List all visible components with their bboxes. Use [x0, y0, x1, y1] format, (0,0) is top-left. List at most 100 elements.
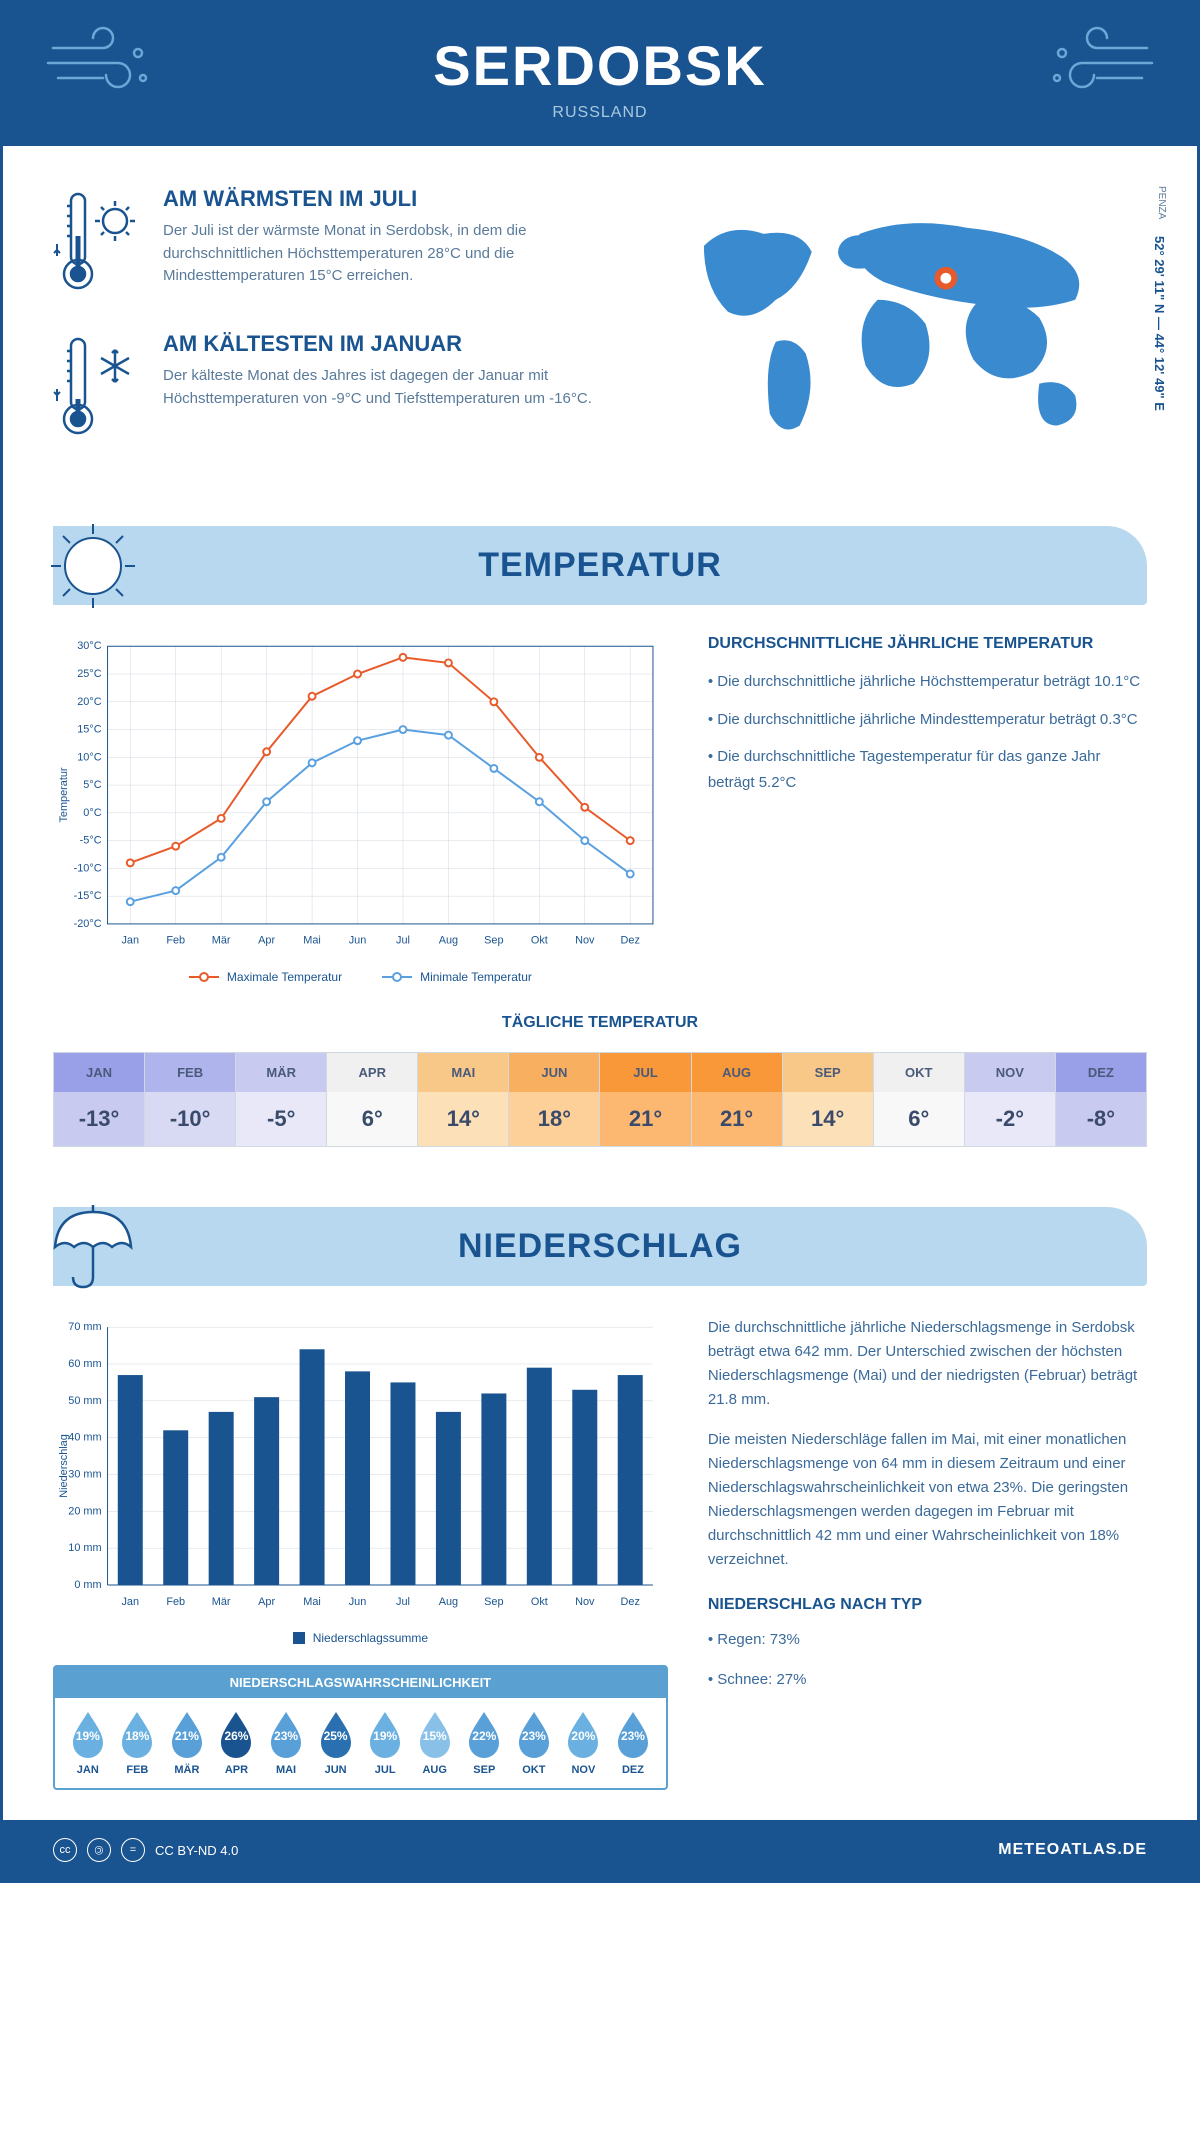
- prob-value: 19%: [76, 1729, 100, 1743]
- svg-text:Okt: Okt: [531, 1596, 548, 1608]
- coordinates: 52° 29' 11" N — 44° 12' 49" E: [1152, 236, 1167, 411]
- prob-month: MÄR: [162, 1764, 212, 1776]
- prob-cell: 23% OKT: [509, 1710, 559, 1776]
- temp-cell: APR 6°: [327, 1053, 418, 1146]
- svg-text:Okt: Okt: [531, 935, 548, 947]
- svg-text:15°C: 15°C: [77, 724, 101, 736]
- svg-text:20 mm: 20 mm: [68, 1505, 101, 1517]
- svg-text:Jun: Jun: [349, 935, 367, 947]
- temp-cell: FEB -10°: [145, 1053, 236, 1146]
- prob-value: 26%: [224, 1729, 248, 1743]
- svg-text:-20°C: -20°C: [74, 918, 102, 930]
- fact-warm-title: AM WÄRMSTEN IM JULI: [163, 186, 628, 212]
- svg-text:Dez: Dez: [621, 1596, 640, 1608]
- svg-text:Jul: Jul: [396, 935, 410, 947]
- chart-legend: Maximale Temperatur Minimale Temperatur: [53, 970, 668, 984]
- temp-cell-month: MÄR: [236, 1053, 326, 1092]
- svg-text:0°C: 0°C: [83, 807, 101, 819]
- precipitation-probability-box: NIEDERSCHLAGSWAHRSCHEINLICHKEIT 19% JAN …: [53, 1665, 668, 1790]
- fact-cold-text: Der kälteste Monat des Jahres ist dagege…: [163, 365, 628, 410]
- temp-cell-value: 6°: [874, 1092, 964, 1146]
- svg-text:Jan: Jan: [121, 1596, 139, 1608]
- svg-text:Nov: Nov: [575, 935, 595, 947]
- svg-text:-15°C: -15°C: [74, 890, 102, 902]
- temp-bullet: • Die durchschnittliche Tagestemperatur …: [708, 744, 1147, 795]
- svg-text:10°C: 10°C: [77, 751, 101, 763]
- prob-cell: 23% DEZ: [608, 1710, 658, 1776]
- fact-cold-title: AM KÄLTESTEN IM JANUAR: [163, 331, 628, 357]
- sun-icon: [43, 516, 143, 621]
- umbrella-icon: [43, 1197, 143, 1302]
- legend-min-label: Minimale Temperatur: [420, 970, 532, 984]
- prob-value: 22%: [472, 1729, 496, 1743]
- raindrop-icon: 19%: [366, 1710, 404, 1758]
- svg-text:60 mm: 60 mm: [68, 1358, 101, 1370]
- svg-text:Mär: Mär: [212, 935, 231, 947]
- svg-text:Mär: Mär: [212, 1596, 231, 1608]
- temp-cell-value: -10°: [145, 1092, 235, 1146]
- svg-text:Jan: Jan: [121, 935, 139, 947]
- prob-value: 23%: [621, 1729, 645, 1743]
- precip-paragraph: Die durchschnittliche jährliche Niedersc…: [708, 1316, 1147, 1412]
- svg-text:Nov: Nov: [575, 1596, 595, 1608]
- svg-text:70 mm: 70 mm: [68, 1321, 101, 1333]
- raindrop-icon: 23%: [515, 1710, 553, 1758]
- prob-month: SEP: [460, 1764, 510, 1776]
- precip-type: • Schnee: 27%: [708, 1668, 1147, 1692]
- cc-icon: cc: [53, 1838, 77, 1862]
- prob-month: NOV: [559, 1764, 609, 1776]
- prob-value: 21%: [175, 1729, 199, 1743]
- temp-cell: SEP 14°: [783, 1053, 874, 1146]
- temp-cell: JUN 18°: [509, 1053, 600, 1146]
- prob-cell: 21% MÄR: [162, 1710, 212, 1776]
- raindrop-icon: 21%: [168, 1710, 206, 1758]
- temp-cell: AUG 21°: [692, 1053, 783, 1146]
- prob-cell: 15% AUG: [410, 1710, 460, 1776]
- svg-text:Sep: Sep: [484, 1596, 503, 1608]
- section-header-temperature: TEMPERATUR: [53, 526, 1147, 605]
- temp-cell-value: 6°: [327, 1092, 417, 1146]
- location-marker-icon: [937, 270, 954, 287]
- svg-text:Apr: Apr: [258, 1596, 275, 1608]
- temp-cell-month: AUG: [692, 1053, 782, 1092]
- prob-month: AUG: [410, 1764, 460, 1776]
- svg-text:40 mm: 40 mm: [68, 1432, 101, 1444]
- region-label: PENZA: [1156, 186, 1167, 219]
- legend-precip-label: Niederschlagssumme: [313, 1631, 428, 1645]
- daily-temp-title: TÄGLICHE TEMPERATUR: [53, 1014, 1147, 1032]
- prob-cell: 25% JUN: [311, 1710, 361, 1776]
- temp-text-heading: DURCHSCHNITTLICHE JÄHRLICHE TEMPERATUR: [708, 635, 1147, 653]
- section-title: TEMPERATUR: [53, 546, 1147, 585]
- temperature-line-chart: -20°C-15°C-10°C-5°C0°C5°C10°C15°C20°C25°…: [53, 635, 668, 955]
- svg-text:Apr: Apr: [258, 935, 275, 947]
- thermometer-sun-icon: [53, 186, 143, 301]
- country-subtitle: RUSSLAND: [3, 104, 1197, 122]
- prob-value: 25%: [324, 1729, 348, 1743]
- prob-cell: 18% FEB: [113, 1710, 163, 1776]
- prob-month: OKT: [509, 1764, 559, 1776]
- section-title: NIEDERSCHLAG: [53, 1227, 1147, 1266]
- footer: cc 🄯 = CC BY-ND 4.0 METEOATLAS.DE: [3, 1820, 1197, 1880]
- raindrop-icon: 25%: [317, 1710, 355, 1758]
- section-header-precipitation: NIEDERSCHLAG: [53, 1207, 1147, 1286]
- license-text: CC BY-ND 4.0: [155, 1843, 238, 1858]
- temp-cell-month: JUL: [600, 1053, 690, 1092]
- temp-cell-month: NOV: [965, 1053, 1055, 1092]
- raindrop-icon: 22%: [465, 1710, 503, 1758]
- svg-text:Jul: Jul: [396, 1596, 410, 1608]
- temp-cell-month: DEZ: [1056, 1053, 1146, 1092]
- fact-warm-text: Der Juli ist der wärmste Monat in Serdob…: [163, 220, 628, 288]
- prob-value: 18%: [125, 1729, 149, 1743]
- prob-month: MAI: [261, 1764, 311, 1776]
- svg-text:Aug: Aug: [439, 1596, 458, 1608]
- prob-month: JAN: [63, 1764, 113, 1776]
- prob-cell: 19% JUL: [360, 1710, 410, 1776]
- prob-value: 15%: [423, 1729, 447, 1743]
- svg-text:Dez: Dez: [621, 935, 640, 947]
- site-name: METEOATLAS.DE: [998, 1841, 1147, 1859]
- prob-cell: 23% MAI: [261, 1710, 311, 1776]
- temp-cell-month: FEB: [145, 1053, 235, 1092]
- svg-text:30°C: 30°C: [77, 640, 101, 652]
- prob-value: 23%: [522, 1729, 546, 1743]
- prob-cell: 19% JAN: [63, 1710, 113, 1776]
